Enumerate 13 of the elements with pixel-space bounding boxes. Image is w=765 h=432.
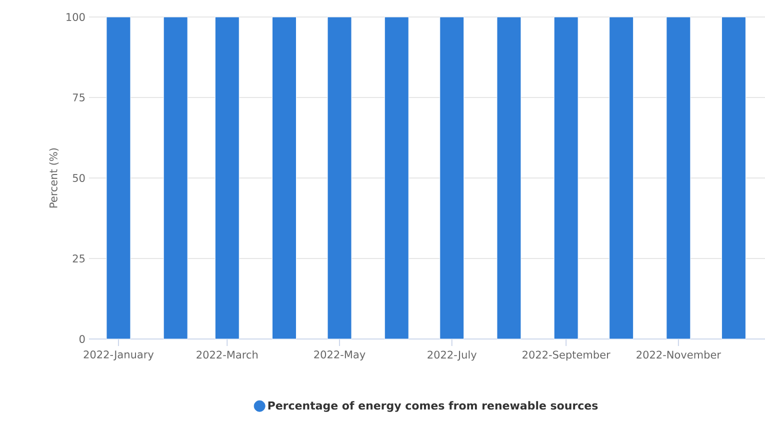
y-tick-label: 0: [79, 335, 85, 343]
y-axis-title: Percent (%): [49, 148, 59, 208]
x-tick-label: 2022-September: [522, 350, 610, 361]
x-tick-label: 2022-November: [636, 350, 721, 359]
y-tick-label: 25: [72, 254, 85, 262]
x-tick-label: 2022-January: [84, 350, 154, 360]
y-tick-label: 50: [72, 174, 85, 182]
x-tick-label: 2022-July: [428, 350, 477, 361]
x-tick-label: 2022-March: [196, 350, 258, 359]
y-tick-label: 75: [72, 94, 85, 102]
legend-label: Percentage of energy comes from renewable sources: [268, 401, 598, 412]
y-tick-label: 100: [66, 13, 85, 21]
x-tick-label: 2022-May: [314, 350, 366, 360]
